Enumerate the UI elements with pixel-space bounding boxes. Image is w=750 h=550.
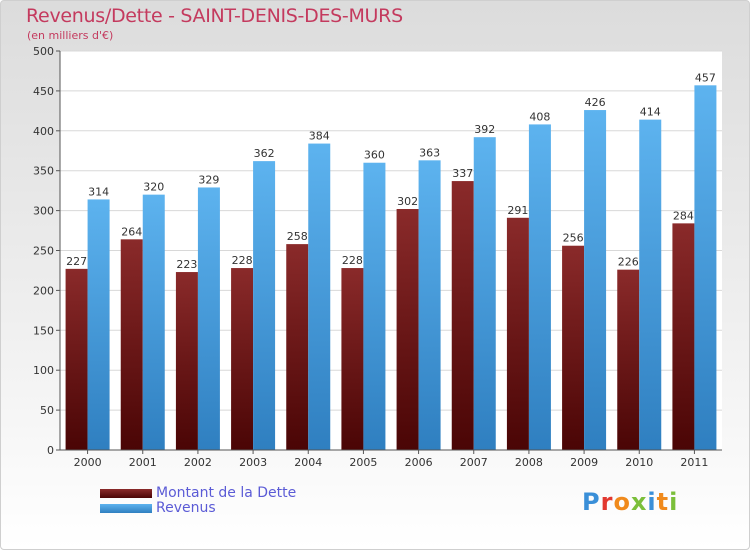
logo-letter: o: [613, 488, 631, 516]
bar-debt-2011: [672, 223, 695, 450]
logo-letter: i: [669, 488, 679, 516]
data-label-revenus-2000: 314: [88, 185, 109, 198]
proxiti-logo: Proxiti: [582, 488, 678, 516]
logo-letter: i: [647, 488, 657, 516]
bar-revenus-2009: [584, 110, 607, 450]
data-label-debt-2011: 284: [673, 209, 694, 222]
x-tick-label-2011: 2011: [680, 456, 708, 469]
data-label-revenus-2008: 408: [529, 110, 550, 123]
legend-swatch-debt: [100, 489, 152, 498]
data-label-revenus-2001: 320: [143, 181, 164, 194]
legend-label-debt: Montant de la Dette: [156, 485, 297, 501]
x-tick-label-2010: 2010: [625, 456, 653, 469]
data-label-debt-2003: 228: [232, 254, 253, 267]
chart-title: Revenus/Dette - SAINT-DENIS-DES-MURS: [26, 5, 403, 27]
x-tick-label-2001: 2001: [129, 456, 157, 469]
y-tick-label: 0: [47, 444, 54, 457]
logo-letter: t: [656, 488, 670, 516]
x-tick-label-2003: 2003: [239, 456, 267, 469]
x-tick-label-2004: 2004: [294, 456, 322, 469]
grid-layer: [60, 50, 722, 451]
bar-debt-2004: [286, 244, 309, 450]
y-tick-label: 100: [33, 364, 54, 377]
bar-debt-2001: [120, 239, 143, 450]
x-tick-label-2009: 2009: [570, 456, 598, 469]
x-tick-label-2007: 2007: [460, 456, 488, 469]
data-label-revenus-2006: 363: [419, 146, 440, 159]
y-tick-label: 300: [33, 205, 54, 218]
data-label-debt-2005: 228: [342, 254, 363, 267]
legend-swatch-revenus: [100, 504, 152, 513]
y-tick-label: 50: [40, 404, 54, 417]
logo-letter: r: [600, 488, 614, 516]
bar-revenus-2011: [694, 85, 717, 451]
data-label-revenus-2002: 329: [198, 173, 219, 186]
logo-letter: x: [630, 488, 648, 516]
data-label-debt-2007: 337: [452, 167, 473, 180]
y-tick-label: 350: [33, 165, 54, 178]
bar-revenus-2003: [253, 161, 276, 450]
x-tick-label-2006: 2006: [405, 456, 433, 469]
data-label-revenus-2007: 392: [474, 123, 495, 136]
data-label-debt-2009: 256: [563, 232, 584, 245]
y-tick-label: 500: [33, 45, 54, 58]
data-label-debt-2010: 226: [618, 256, 639, 269]
y-tick-label: 250: [33, 245, 54, 258]
data-label-debt-2004: 258: [287, 230, 308, 243]
data-label-debt-2008: 291: [507, 204, 528, 217]
y-tick-label: 200: [33, 284, 54, 297]
axes-layer: [56, 50, 722, 454]
bar-debt-2003: [231, 268, 254, 450]
bar-revenus-2004: [308, 143, 331, 450]
data-label-revenus-2004: 384: [309, 130, 330, 143]
bar-revenus-2006: [418, 160, 441, 451]
data-label-debt-2000: 227: [66, 255, 87, 268]
bar-debt-2007: [451, 181, 474, 450]
data-label-debt-2006: 302: [397, 195, 418, 208]
bar-debt-2010: [617, 269, 640, 450]
y-tick-label: 150: [33, 324, 54, 337]
legend-label-revenus: Revenus: [156, 500, 216, 516]
bar-revenus-2007: [473, 137, 496, 450]
data-label-revenus-2003: 362: [254, 147, 275, 160]
bars-layer: [65, 85, 717, 451]
labels-layer: 0 50 100 150 200 250 300 350 400 450 500 227 314 2000…: [33, 45, 716, 469]
y-tick-label: 400: [33, 125, 54, 138]
bar-debt-2005: [341, 268, 364, 450]
x-tick-label-2008: 2008: [515, 456, 543, 469]
x-tick-label-2002: 2002: [184, 456, 212, 469]
bar-debt-2008: [506, 217, 529, 450]
bar-revenus-2005: [363, 162, 386, 450]
data-label-revenus-2009: 426: [585, 96, 606, 109]
data-label-debt-2001: 264: [121, 225, 142, 238]
bar-debt-2006: [396, 209, 419, 450]
chart-subtitle: (en milliers d'€): [27, 29, 114, 42]
x-tick-label-2000: 2000: [74, 456, 102, 469]
bar-debt-2009: [562, 245, 585, 450]
bar-revenus-2002: [197, 187, 220, 450]
x-tick-label-2005: 2005: [349, 456, 377, 469]
bar-debt-2002: [175, 272, 198, 450]
bar-revenus-2010: [639, 119, 662, 451]
bar-revenus-2008: [528, 124, 551, 450]
bar-revenus-2000: [87, 199, 110, 450]
data-label-revenus-2010: 414: [640, 106, 661, 119]
data-label-revenus-2005: 360: [364, 149, 385, 162]
logo-letter: P: [582, 488, 601, 516]
bar-debt-2000: [65, 268, 88, 450]
bar-revenus-2001: [142, 194, 165, 450]
data-label-debt-2002: 223: [176, 258, 197, 271]
data-label-revenus-2011: 457: [695, 71, 716, 84]
y-tick-label: 450: [33, 85, 54, 98]
